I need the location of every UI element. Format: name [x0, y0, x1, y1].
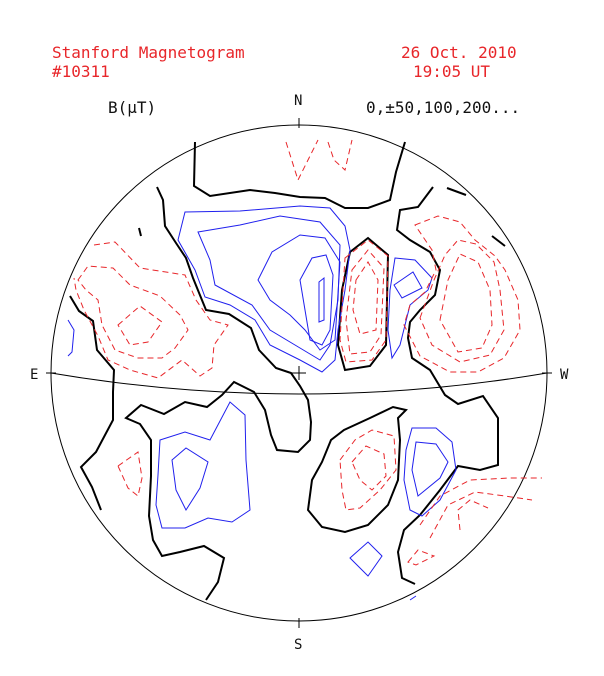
- negative-contour-inner: [197, 215, 341, 361]
- positive-contour-north-2: [327, 139, 353, 171]
- positive-contour-west-inner: [439, 253, 493, 353]
- negative-contour-south-2: [403, 427, 457, 517]
- positive-contour-south-1: [339, 429, 397, 511]
- negative-contour-large: [177, 205, 351, 373]
- east-label: E: [30, 367, 39, 383]
- contour-levels-label: 0,±50,100,200...: [366, 98, 521, 117]
- observation-time: 19:05 UT: [413, 62, 491, 81]
- neutral-line-fragment: [446, 187, 467, 196]
- positive-contour-south-2: [117, 451, 143, 497]
- south-label: S: [294, 637, 303, 653]
- negative-contours: [67, 205, 457, 601]
- neutral-line-spot: [336, 236, 390, 372]
- neutral-line-south: [306, 405, 408, 534]
- west-label: W: [560, 367, 569, 383]
- neutral-line-center: [124, 186, 313, 601]
- positive-contour-spot-outer: [339, 239, 389, 363]
- neutral-line-northwest: [395, 186, 499, 585]
- positive-contour-east-3: [117, 305, 163, 346]
- magnetogram-title: Stanford Magnetogram: [52, 43, 245, 62]
- field-unit-label: B(μT): [108, 98, 157, 117]
- positive-contour-southwest-3: [457, 499, 489, 531]
- positive-contours: [73, 139, 542, 566]
- negative-contour-west: [387, 257, 433, 360]
- neutral-lines: [69, 141, 506, 601]
- rotation-number: #10311: [52, 62, 110, 81]
- positive-contour-spot-mid: [345, 249, 385, 355]
- positive-contour-south-1-inner: [351, 445, 387, 491]
- observation-date: 26 Oct. 2010: [401, 43, 517, 62]
- negative-contour-south-2-inner: [411, 441, 449, 497]
- neutral-line-east: [69, 295, 116, 511]
- negative-contour-south-3: [349, 541, 383, 577]
- negative-contour-core: [257, 234, 341, 351]
- north-label: N: [294, 93, 303, 109]
- negative-contour-west-inner: [393, 271, 423, 299]
- neutral-line-north: [192, 141, 406, 209]
- neutral-line-fragment-2: [491, 235, 506, 247]
- negative-contour-spot: [299, 254, 334, 346]
- positive-contour-southwest-2: [429, 491, 533, 539]
- positive-contour-west-outer: [403, 215, 521, 373]
- positive-contour-southwest-1: [419, 477, 542, 526]
- negative-contour-south-edge: [409, 595, 417, 601]
- negative-contour-spot-core: [318, 276, 325, 323]
- positive-contour-spot-inner: [352, 261, 379, 335]
- negative-contour-south-1-inner: [171, 447, 209, 512]
- positive-contour-east-2: [77, 265, 189, 359]
- positive-contour-east-1: [73, 241, 229, 379]
- positive-contour-southwest-4: [407, 549, 436, 566]
- negative-contour-south-1: [155, 401, 251, 529]
- neutral-line-dot: [138, 227, 142, 237]
- equator-line: [50, 372, 548, 395]
- negative-contour-east-edge: [67, 319, 75, 357]
- positive-contour-north-1: [285, 139, 319, 182]
- positive-contour-west-mid: [419, 239, 505, 363]
